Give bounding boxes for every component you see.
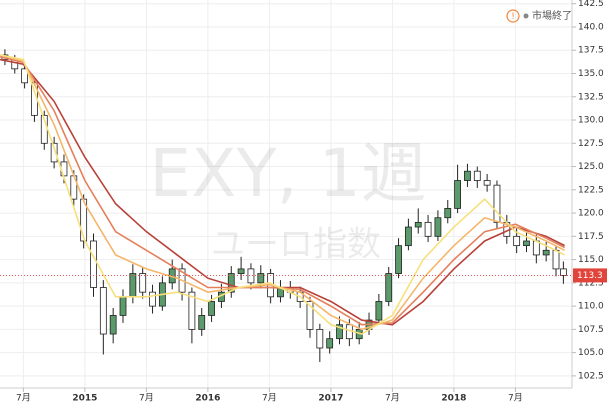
candle-body <box>208 301 215 316</box>
candle-body <box>149 291 156 307</box>
x-tick-label: 2015 <box>72 394 97 404</box>
candle-body <box>129 273 137 298</box>
candle-body <box>119 296 127 316</box>
candle-body <box>385 273 393 302</box>
candle-body <box>395 245 402 274</box>
candle-body <box>414 221 422 228</box>
candle-body <box>523 240 530 247</box>
candle-body <box>109 315 117 335</box>
candle-body <box>434 217 442 237</box>
candle-body <box>483 180 491 186</box>
y-tick-label: 127.5 <box>578 139 604 149</box>
x-tick-label: 7月 <box>385 393 400 404</box>
candle-body <box>532 240 540 256</box>
y-tick-label: 132.5 <box>578 92 604 102</box>
candle-body <box>247 268 255 284</box>
last-price-box <box>573 268 607 283</box>
y-tick-label: 107.5 <box>578 325 604 335</box>
x-tick-label: 2018 <box>441 394 466 404</box>
plot <box>0 49 572 362</box>
x-tick-label: 7月 <box>262 393 277 404</box>
moving-average-line <box>0 54 565 335</box>
moving-average-line <box>0 58 565 326</box>
status-dot <box>523 13 529 19</box>
candle-body <box>444 208 452 219</box>
candle-body <box>99 287 107 335</box>
last-price-label: 113.3 <box>577 271 603 281</box>
candle-body <box>306 301 314 330</box>
watermark-title: EXY, 1週 <box>149 135 426 212</box>
candle-body <box>50 142 58 163</box>
candle-body <box>473 170 481 181</box>
candle-body <box>375 301 383 321</box>
y-tick-label: 130.0 <box>578 116 604 126</box>
candle-body <box>464 170 471 181</box>
x-tick-label: 7月 <box>508 393 523 404</box>
grid <box>0 0 572 388</box>
y-tick-label: 125.0 <box>578 162 604 172</box>
candle-body <box>559 268 567 276</box>
candle-body <box>404 226 412 247</box>
candle-body <box>513 235 521 247</box>
y-tick-label: 117.5 <box>578 232 604 242</box>
x-tick-label: 2017 <box>318 394 343 404</box>
x-tick-label: 7月 <box>16 393 31 404</box>
candle-body <box>424 221 432 237</box>
y-tick-label: 142.5 <box>578 0 604 9</box>
candle-body <box>257 273 265 284</box>
y-tick-label: 140.0 <box>578 22 604 32</box>
y-tick-label: 112.5 <box>578 278 604 288</box>
y-tick-label: 110.0 <box>578 302 604 312</box>
status-icon <box>506 9 520 23</box>
candle-body <box>90 240 97 288</box>
y-tick-label: 105.0 <box>578 348 604 358</box>
status-text: 市場終了 <box>532 9 572 22</box>
x-tick-label: 2016 <box>195 394 220 404</box>
y-tick-label: 137.5 <box>578 46 604 56</box>
status-icon-mark: ! <box>511 12 515 22</box>
x-tick-label: 7月 <box>139 393 154 404</box>
candle-body <box>326 338 334 349</box>
y-tick-label: 115.0 <box>578 255 604 265</box>
y-tick-label: 135.0 <box>578 69 604 79</box>
candle-body <box>227 273 235 293</box>
moving-average-line <box>0 54 565 331</box>
y-tick-label: 120.0 <box>578 209 604 219</box>
candle-body <box>198 315 206 330</box>
candle-body <box>493 184 501 223</box>
y-tick-label: 122.5 <box>578 185 604 195</box>
candle-body <box>454 180 462 209</box>
y-tick-label: 102.5 <box>578 371 604 381</box>
candle-body <box>139 273 147 293</box>
candle-body <box>237 268 245 274</box>
candle-body <box>542 249 550 256</box>
candle-body <box>316 328 324 349</box>
watermark-subtitle: ユーロ指数 <box>211 225 381 265</box>
candle-body <box>336 324 343 340</box>
candle-body <box>552 249 560 270</box>
candle-body <box>21 68 29 84</box>
candle-body <box>188 291 196 330</box>
